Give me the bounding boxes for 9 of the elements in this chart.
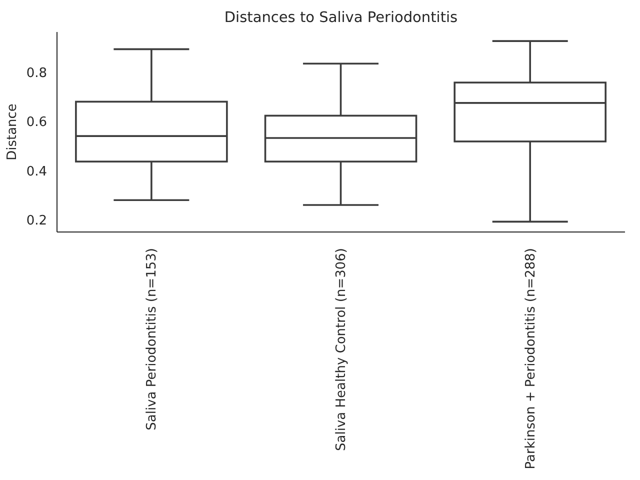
y-tick-label: 0.8 [26,66,47,82]
x-tick-label: Parkinson + Periodontitis (n=288) [522,248,538,470]
y-tick-label: 0.4 [26,164,47,180]
y-axis-title: Distance [4,104,20,160]
y-tick-label: 0.2 [26,213,47,228]
y-tick-label: 0.6 [26,115,47,130]
x-tick-label: Saliva Healthy Control (n=306) [334,248,348,451]
chart-title: Distances to Saliva Periodontitis [223,9,459,27]
x-tick-label: Saliva Periodontitis (n=153) [144,248,160,430]
